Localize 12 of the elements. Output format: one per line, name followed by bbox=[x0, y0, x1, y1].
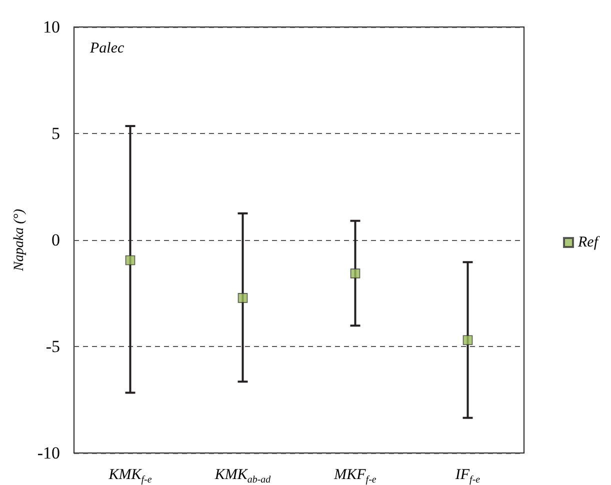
point bbox=[238, 293, 248, 303]
y-axis-title: Napaka (°) bbox=[12, 208, 27, 272]
y-tick-label: -10 bbox=[37, 444, 60, 462]
y-tick-label: 0 bbox=[52, 230, 60, 250]
y-tick-label: 5 bbox=[52, 124, 60, 143]
legend-label: Ref bbox=[577, 234, 600, 250]
y-tick-label: 10 bbox=[43, 18, 60, 36]
text: Palec bbox=[89, 40, 124, 56]
point bbox=[462, 335, 473, 346]
y-tick-label: -5 bbox=[46, 337, 60, 356]
point bbox=[125, 255, 136, 266]
point bbox=[350, 268, 360, 278]
